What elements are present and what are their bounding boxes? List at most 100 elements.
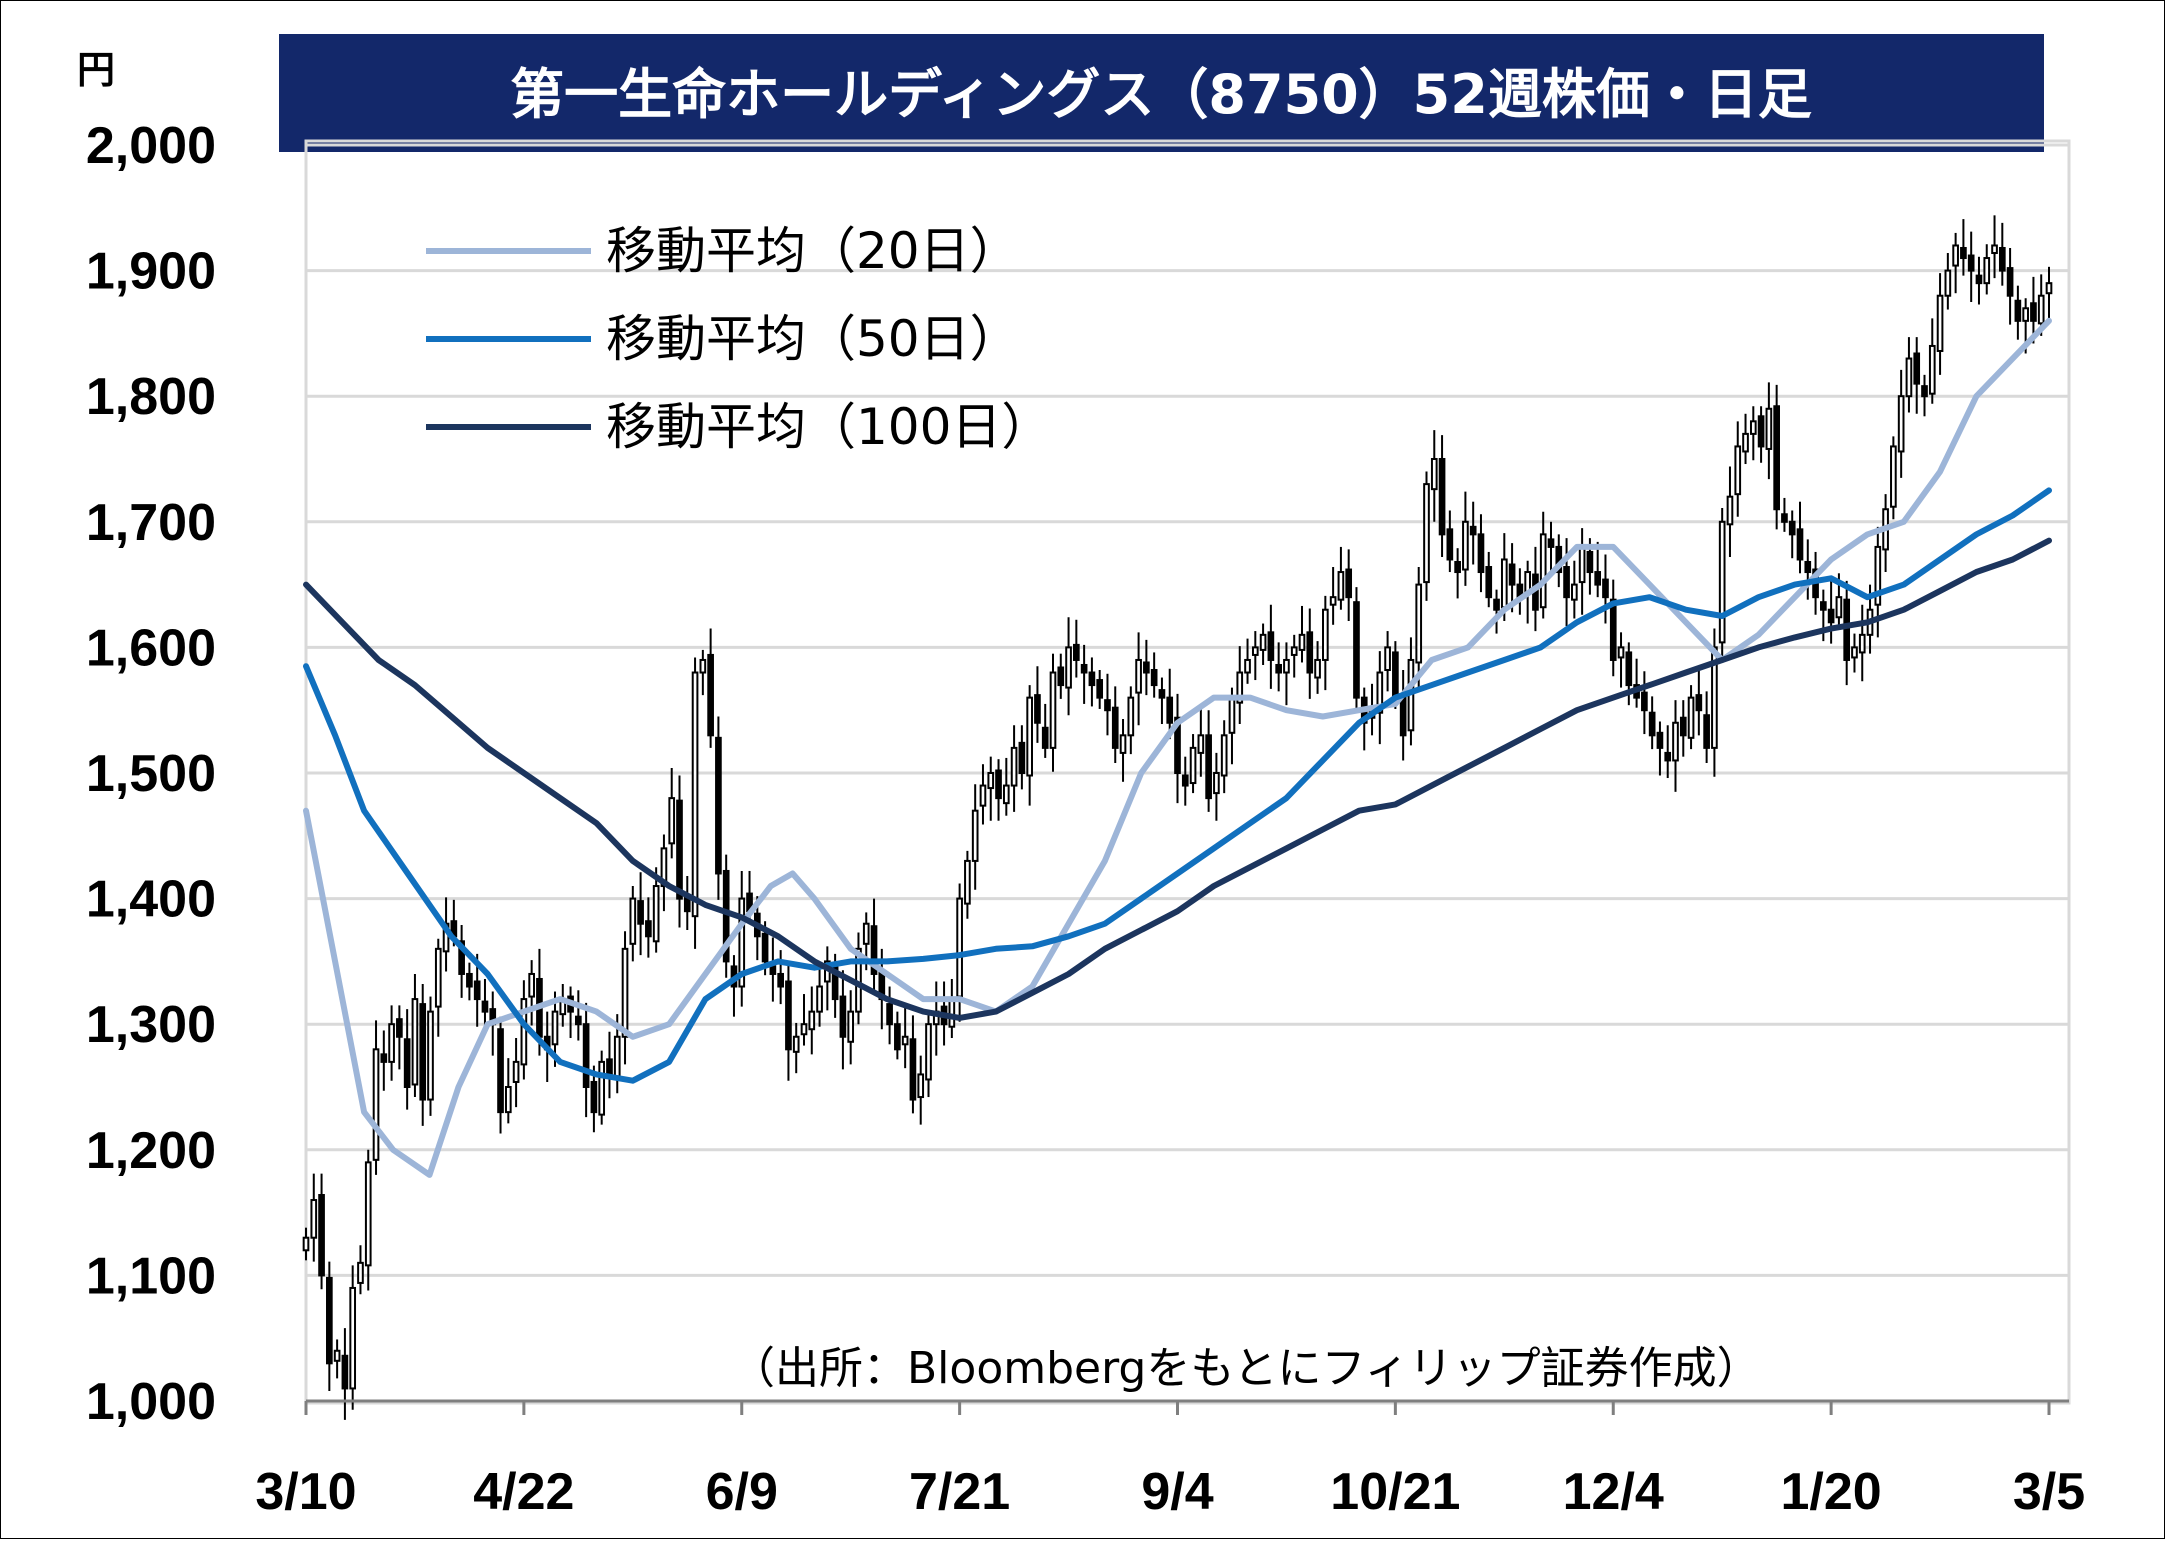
candlestick: [1415, 567, 1423, 692]
candle-body: [302, 1236, 310, 1252]
candlestick: [1150, 652, 1158, 698]
candlestick: [1438, 435, 1446, 557]
candle-body: [388, 1023, 395, 1063]
plot-border: [304, 139, 2071, 1405]
candle-body: [318, 1194, 325, 1277]
candlestick: [1049, 653, 1057, 772]
candlestick: [318, 1173, 325, 1290]
source-note: （出所：Bloombergをもとにフィリップ証券作成）: [731, 1343, 1761, 1394]
candlestick: [1430, 430, 1438, 522]
candlestick: [1314, 641, 1321, 694]
x-tick-label: 4/22: [473, 1463, 574, 1521]
candlestick: [1547, 521, 1555, 573]
candle-body: [761, 932, 769, 963]
candle-body: [1983, 257, 1991, 285]
candle-body: [1960, 246, 1967, 260]
candlestick: [808, 986, 816, 1055]
candlestick: [1251, 631, 1259, 681]
candle-body: [411, 998, 419, 1086]
candlestick: [1275, 642, 1282, 692]
candle-body: [598, 1060, 606, 1116]
candlestick: [901, 1007, 909, 1069]
x-tick-label: 10/21: [1330, 1463, 1460, 1521]
candlestick: [1765, 382, 1773, 480]
candle-body: [1080, 663, 1088, 674]
candlestick: [1244, 638, 1251, 684]
y-tick-label: 1,700: [86, 494, 216, 552]
candlestick: [979, 764, 987, 825]
candlestick: [1477, 514, 1485, 593]
candlestick: [1913, 337, 1921, 414]
candlestick: [2014, 285, 2022, 340]
candle-body: [1345, 568, 1353, 599]
candlestick: [1104, 673, 1111, 736]
candlestick: [683, 875, 691, 930]
x-tick-label: 7/21: [909, 1463, 1010, 1521]
candle-body: [1905, 357, 1913, 398]
candle-body: [1454, 560, 1461, 574]
candle-body: [1423, 483, 1430, 584]
candlestick: [870, 898, 878, 991]
candlestick: [481, 978, 489, 1030]
candlestick: [777, 950, 784, 1005]
candlestick: [326, 1261, 333, 1391]
candlestick: [528, 960, 535, 1026]
candle-body: [1244, 658, 1251, 674]
candlestick: [948, 978, 956, 1039]
candle-body: [1726, 495, 1734, 526]
candlestick: [419, 984, 427, 1126]
candlestick: [1936, 273, 1944, 375]
candle-body: [1392, 651, 1399, 699]
candle-body: [1104, 699, 1111, 712]
candle-body: [777, 972, 784, 988]
candlestick: [1174, 693, 1181, 804]
candle-body: [1026, 696, 1033, 777]
candle-body: [1594, 571, 1602, 586]
candle-body: [1835, 596, 1843, 619]
candlestick: [894, 1011, 901, 1060]
candlestick: [1602, 554, 1609, 624]
candlestick: [1189, 734, 1197, 794]
candlestick: [987, 756, 995, 821]
candlestick: [1796, 501, 1804, 574]
candlestick: [645, 897, 652, 958]
candlestick: [1065, 617, 1072, 716]
x-tick-label: 12/4: [1563, 1463, 1664, 1521]
candle-body: [2037, 294, 2045, 325]
candlestick: [668, 767, 676, 859]
candlestick: [1516, 568, 1524, 615]
candle-body: [1952, 244, 1959, 267]
candlestick: [1283, 642, 1290, 706]
candle-body: [925, 1023, 932, 1081]
candle-body: [427, 1010, 434, 1101]
candle-body: [1236, 671, 1244, 704]
candlestick: [520, 980, 528, 1080]
candle-body: [1337, 571, 1345, 601]
candlestick: [855, 932, 862, 1025]
candle-body: [341, 1354, 349, 1390]
candlestick: [1960, 219, 1967, 276]
candlestick: [1213, 752, 1220, 821]
candle-body: [1213, 772, 1220, 795]
candlestick: [1897, 369, 1905, 478]
candle-body: [1578, 545, 1586, 584]
candle-body: [909, 1038, 917, 1101]
candlestick: [1656, 721, 1664, 776]
candlestick: [1197, 705, 1205, 777]
candlestick: [847, 990, 855, 1065]
candle-body: [1625, 651, 1633, 687]
y-tick-label: 1,100: [86, 1247, 216, 1305]
candle-body: [1944, 269, 1952, 297]
candlestick: [1851, 633, 1858, 673]
candle-body: [956, 897, 963, 998]
candlestick: [1843, 580, 1851, 686]
candle-body: [1267, 631, 1275, 661]
candlestick: [466, 962, 473, 1001]
candlestick: [1641, 671, 1648, 735]
candlestick: [1664, 725, 1672, 779]
candlestick: [341, 1328, 349, 1420]
candlestick: [1096, 670, 1104, 709]
candle-body: [2022, 307, 2029, 322]
candlestick: [1485, 551, 1493, 608]
